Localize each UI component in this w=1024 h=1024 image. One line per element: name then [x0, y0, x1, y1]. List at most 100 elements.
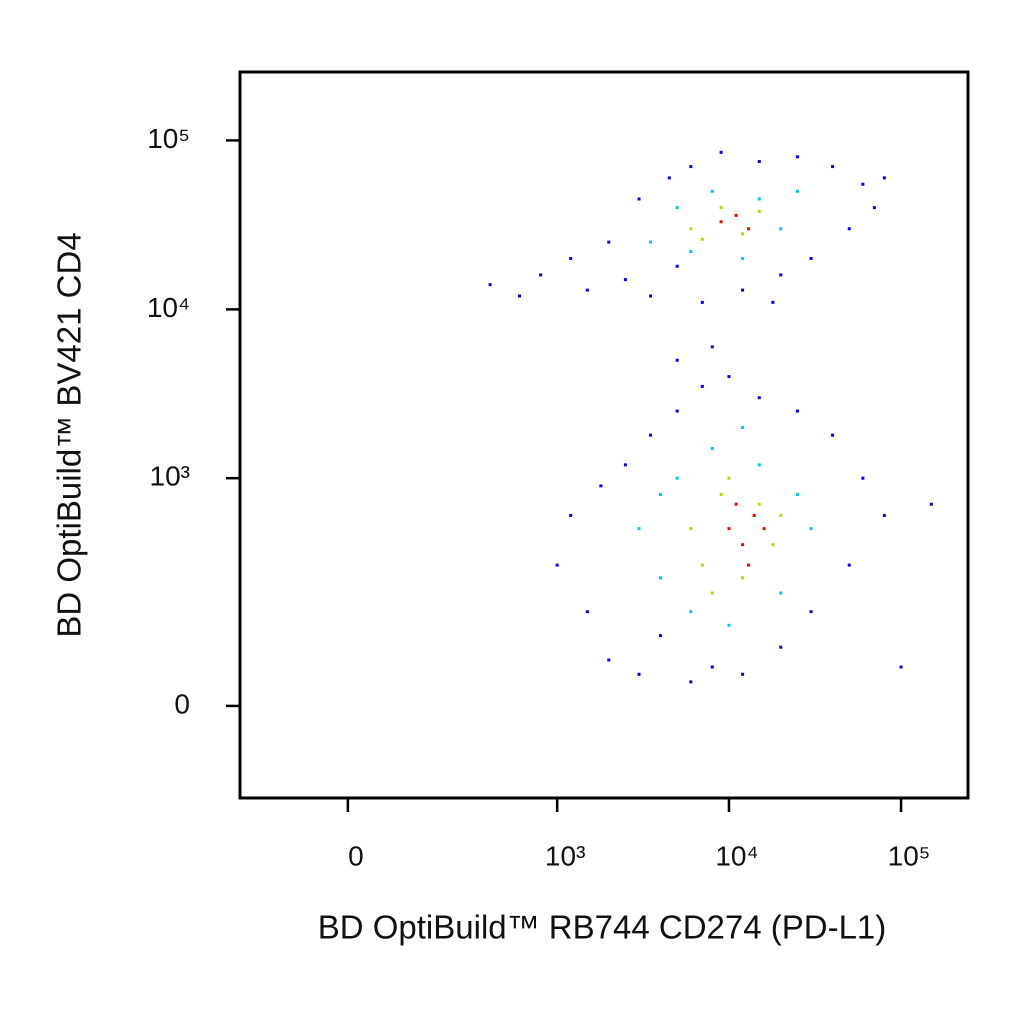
point	[795, 155, 799, 159]
point	[700, 563, 704, 567]
point	[762, 527, 766, 531]
x-tick-label: 0	[348, 840, 364, 871]
point	[700, 237, 704, 241]
point	[779, 513, 783, 517]
point	[747, 563, 751, 567]
point	[607, 240, 611, 244]
x-tick-label: 10³	[545, 840, 585, 871]
point	[847, 227, 851, 231]
point	[569, 513, 573, 517]
point	[741, 288, 745, 292]
point	[689, 680, 693, 684]
point	[667, 176, 671, 180]
point	[757, 396, 761, 400]
point	[882, 513, 886, 517]
point	[831, 433, 835, 437]
point	[734, 213, 738, 217]
point	[779, 227, 783, 231]
point	[741, 576, 745, 580]
point	[623, 463, 627, 467]
point	[847, 563, 851, 567]
point	[929, 502, 933, 506]
point	[831, 165, 835, 169]
point	[649, 433, 653, 437]
point	[757, 197, 761, 201]
point	[675, 358, 679, 362]
point	[727, 623, 731, 627]
point	[710, 447, 714, 451]
point	[795, 189, 799, 193]
point	[607, 658, 611, 662]
point	[771, 300, 775, 304]
point	[539, 273, 543, 277]
point	[488, 283, 492, 287]
point	[689, 165, 693, 169]
point	[517, 294, 521, 298]
point	[741, 257, 745, 261]
point	[689, 250, 693, 254]
point	[795, 492, 799, 496]
x-axis-title: BD OptiBuild™ RB744 CD274 (PD-L1)	[318, 909, 887, 946]
point	[727, 476, 731, 480]
point	[675, 409, 679, 413]
point	[719, 220, 723, 224]
point	[659, 634, 663, 638]
point	[710, 591, 714, 595]
plot-frame	[238, 70, 970, 800]
point	[710, 345, 714, 349]
point	[779, 273, 783, 277]
point	[795, 409, 799, 413]
point	[741, 672, 745, 676]
point	[689, 527, 693, 531]
point	[689, 610, 693, 614]
point	[649, 240, 653, 244]
point	[719, 206, 723, 210]
point	[710, 189, 714, 193]
point	[675, 476, 679, 480]
point	[599, 484, 603, 488]
point	[747, 227, 751, 231]
point	[861, 476, 865, 480]
point	[899, 665, 903, 669]
point	[757, 160, 761, 164]
point	[741, 425, 745, 429]
point	[734, 502, 738, 506]
point	[555, 563, 559, 567]
y-tick-label: 0	[174, 688, 190, 719]
point	[882, 176, 886, 180]
point	[585, 610, 589, 614]
y-tick-label: 10⁵	[147, 123, 190, 154]
point	[779, 591, 783, 595]
point	[727, 527, 731, 531]
point	[659, 492, 663, 496]
point	[710, 665, 714, 669]
point	[623, 278, 627, 282]
point	[752, 513, 756, 517]
point	[757, 209, 761, 213]
point	[757, 502, 761, 506]
point	[861, 182, 865, 186]
point	[675, 206, 679, 210]
point	[809, 610, 813, 614]
y-tick-label: 10³	[150, 461, 190, 492]
point	[675, 264, 679, 268]
point	[741, 543, 745, 547]
point	[637, 672, 641, 676]
point	[741, 232, 745, 236]
point	[700, 300, 704, 304]
point	[700, 384, 704, 388]
point	[727, 375, 731, 379]
point	[757, 463, 761, 467]
point	[649, 294, 653, 298]
point	[585, 288, 589, 292]
point	[809, 527, 813, 531]
point	[569, 257, 573, 261]
x-tick-label: 10⁴	[715, 840, 758, 871]
point	[637, 197, 641, 201]
point	[719, 492, 723, 496]
point	[719, 150, 723, 154]
point	[809, 257, 813, 261]
x-tick-label: 10⁵	[888, 840, 931, 871]
